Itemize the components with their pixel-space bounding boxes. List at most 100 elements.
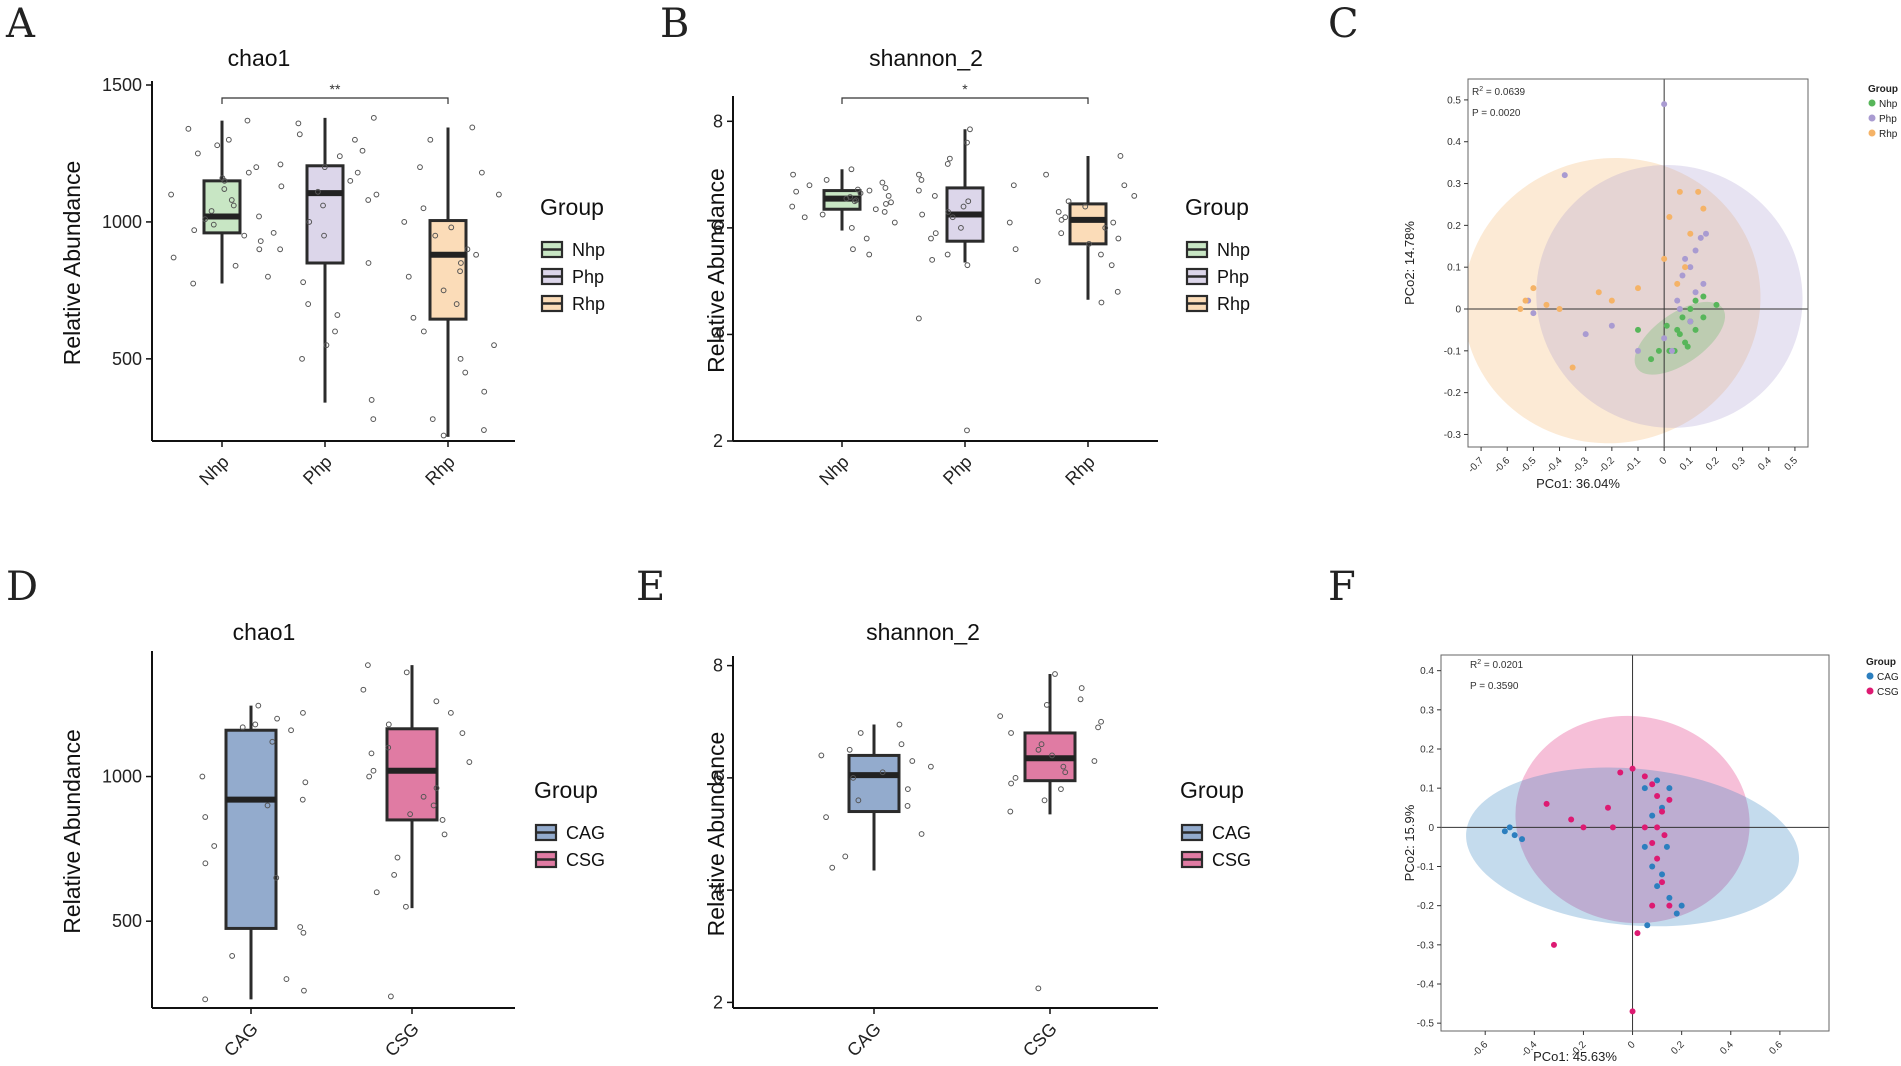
data-point <box>997 713 1004 720</box>
data-point <box>170 254 177 261</box>
y-tick-label: 4 <box>713 324 723 344</box>
data-point-csg <box>1649 781 1656 788</box>
data-point <box>239 724 246 731</box>
data-point <box>854 186 861 193</box>
data-point <box>269 738 276 745</box>
data-point <box>315 188 321 195</box>
data-point <box>898 741 905 748</box>
legend-item-nhp: Nhp <box>1217 240 1250 260</box>
data-point <box>296 131 303 138</box>
data-point <box>965 198 972 205</box>
data-point-csg <box>1617 769 1624 776</box>
data-point-php <box>1635 347 1641 354</box>
data-point <box>964 139 970 146</box>
data-point <box>429 416 436 422</box>
data-point <box>1062 769 1069 776</box>
r2-symbol: R <box>1470 660 1477 671</box>
data-point <box>1131 193 1138 199</box>
x-tick-label: 0.4 <box>1756 455 1774 473</box>
data-point <box>946 155 953 162</box>
data-point-rhp <box>1556 306 1563 312</box>
y-tick-label: 1000 <box>102 212 142 232</box>
legend-item-csg: CSG <box>1212 850 1251 870</box>
data-point <box>302 779 309 786</box>
legend-title: Group <box>540 194 604 220</box>
data-point-csg <box>1568 816 1575 823</box>
panel-label-b: B <box>660 1 689 47</box>
data-point <box>848 224 855 231</box>
data-point <box>283 976 290 982</box>
data-point <box>491 342 497 349</box>
data-point-csg <box>1629 765 1636 772</box>
data-point <box>1110 219 1117 226</box>
y-axis-label: Relative Abundance <box>59 729 85 934</box>
data-point <box>370 416 377 422</box>
data-point <box>929 256 936 263</box>
data-point <box>1062 214 1069 221</box>
data-point <box>368 750 375 757</box>
x-tick-label: Php <box>299 452 336 489</box>
data-point-cag <box>1654 777 1661 784</box>
y-tick-label: 0.2 <box>1420 745 1434 756</box>
data-point <box>866 187 873 194</box>
x-tick-label: CAG <box>220 1019 262 1061</box>
data-point-cag <box>1641 843 1648 850</box>
data-point <box>1041 797 1048 804</box>
data-point <box>265 273 271 280</box>
x-tick-label: 0.6 <box>1767 1039 1785 1057</box>
legend-item-rhp: Rhp <box>1217 294 1250 314</box>
y-tick-label: -0.1 <box>1444 346 1462 357</box>
data-point <box>967 126 973 133</box>
data-point <box>1060 763 1067 770</box>
y-tick-label: 500 <box>112 911 142 931</box>
data-point-cag <box>1644 922 1651 929</box>
data-point <box>863 235 870 242</box>
panel-a-chao1-boxplot: chao1 Relative Abundance 500 1000 1500 Nhp Php… <box>59 45 605 489</box>
data-point <box>347 177 354 184</box>
data-point <box>466 759 473 765</box>
data-point <box>253 164 260 171</box>
data-point <box>944 161 951 167</box>
data-point <box>1043 702 1050 708</box>
data-point-php <box>1687 318 1694 325</box>
data-point <box>1108 262 1115 269</box>
data-point-csg <box>1543 800 1550 807</box>
data-point <box>336 153 343 160</box>
data-point <box>960 203 967 210</box>
data-point-csg <box>1629 1008 1636 1015</box>
data-point <box>866 251 873 258</box>
y-tick-label: 0.3 <box>1447 179 1461 190</box>
data-point <box>793 188 800 195</box>
data-point <box>928 235 934 242</box>
data-point <box>1010 182 1017 189</box>
data-point <box>225 136 232 143</box>
data-point <box>299 796 306 803</box>
data-point-php <box>1697 234 1704 241</box>
data-point-nhp <box>1635 326 1641 333</box>
data-point <box>481 427 487 433</box>
data-point <box>270 229 277 236</box>
data-point-nhp <box>1692 297 1699 304</box>
y-tick-label: -0.1 <box>1417 862 1435 873</box>
data-point <box>199 773 206 780</box>
x-axis-label: PCo1: 36.04% <box>1536 476 1620 491</box>
data-point-rhp <box>1695 188 1702 195</box>
box-rhp <box>1068 202 1108 246</box>
data-point <box>373 889 380 896</box>
data-point <box>440 432 447 439</box>
plot-frame <box>1440 654 1830 1032</box>
data-point <box>305 301 312 307</box>
legend-marker-nhp <box>1868 99 1876 107</box>
panel-label-e: E <box>636 564 665 610</box>
data-point-php <box>1687 264 1694 271</box>
data-point <box>964 262 971 269</box>
chart-title: shannon_2 <box>869 45 983 71</box>
x-tick-label: 0.3 <box>1730 455 1748 473</box>
data-point <box>370 114 377 121</box>
panel-label-f: F <box>1328 564 1356 610</box>
data-point <box>420 205 427 212</box>
data-point <box>1095 724 1101 731</box>
legend-title: Group <box>1185 194 1249 220</box>
data-point <box>323 342 330 349</box>
confidence-ellipse-php <box>1536 165 1803 428</box>
